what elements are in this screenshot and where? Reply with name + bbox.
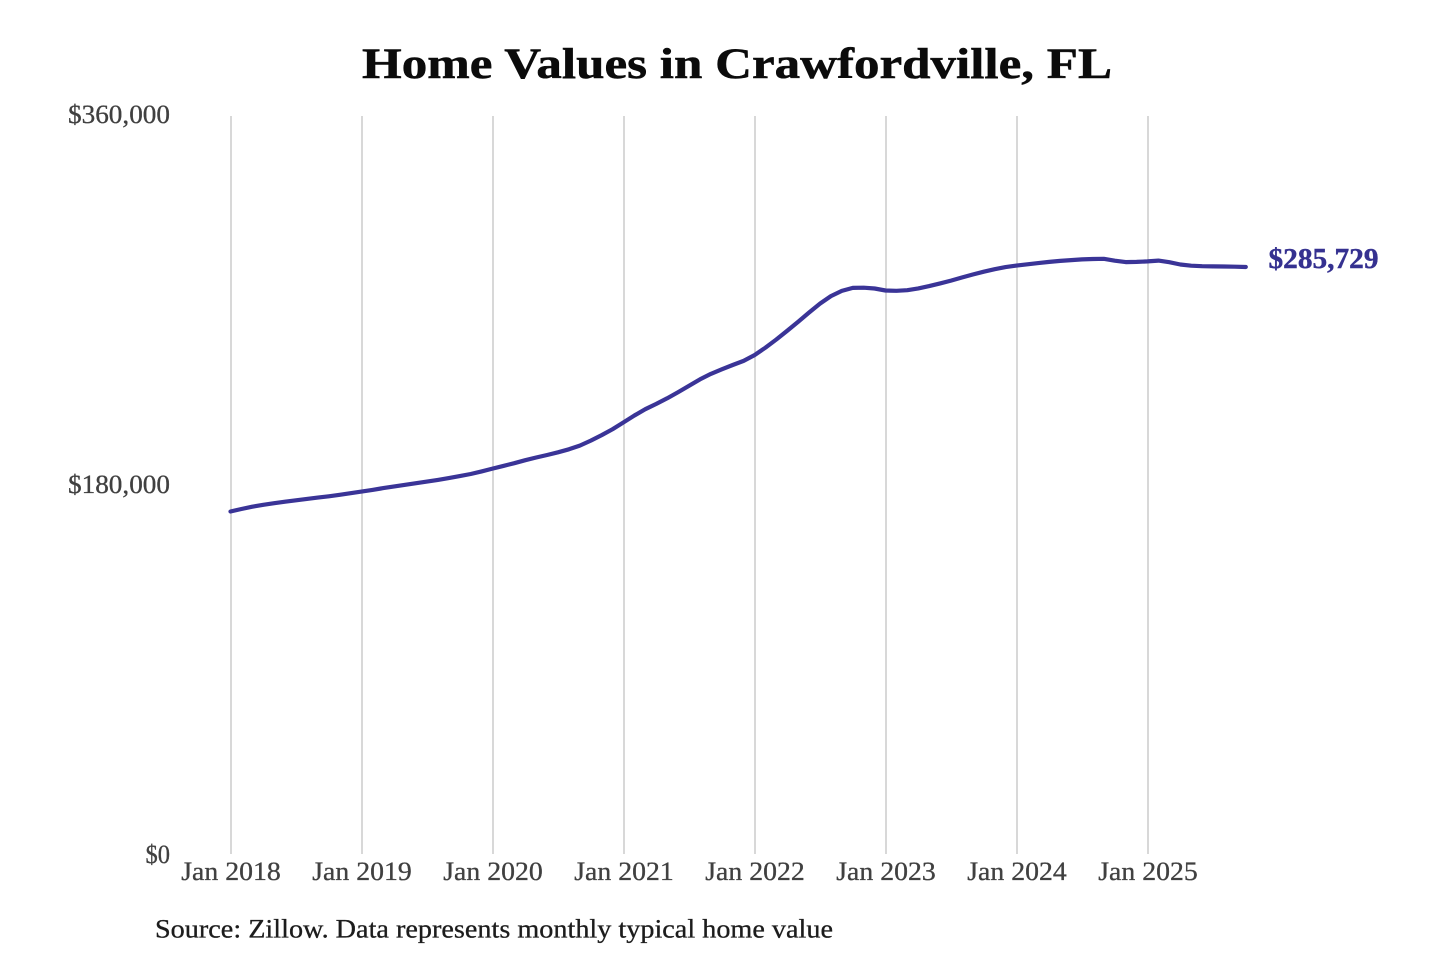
svg-text:$180,000: $180,000 — [68, 470, 170, 499]
svg-text:Source: Zillow. Data represent: Source: Zillow. Data represents monthly … — [155, 915, 833, 944]
svg-text:Jan 2022: Jan 2022 — [705, 857, 805, 886]
svg-text:$0: $0 — [146, 840, 171, 869]
svg-text:Jan 2021: Jan 2021 — [574, 857, 674, 886]
svg-text:Jan 2018: Jan 2018 — [181, 857, 281, 886]
svg-text:Jan 2023: Jan 2023 — [836, 857, 936, 886]
svg-text:Jan 2024: Jan 2024 — [967, 857, 1067, 886]
svg-text:$285,729: $285,729 — [1269, 244, 1379, 275]
svg-text:Jan 2020: Jan 2020 — [443, 857, 543, 886]
svg-text:Jan 2025: Jan 2025 — [1098, 857, 1198, 886]
svg-text:Jan 2019: Jan 2019 — [312, 857, 412, 886]
svg-text:Home Values in Crawfordville,: Home Values in Crawfordville, FL — [362, 41, 1112, 88]
svg-text:$360,000: $360,000 — [68, 100, 170, 129]
